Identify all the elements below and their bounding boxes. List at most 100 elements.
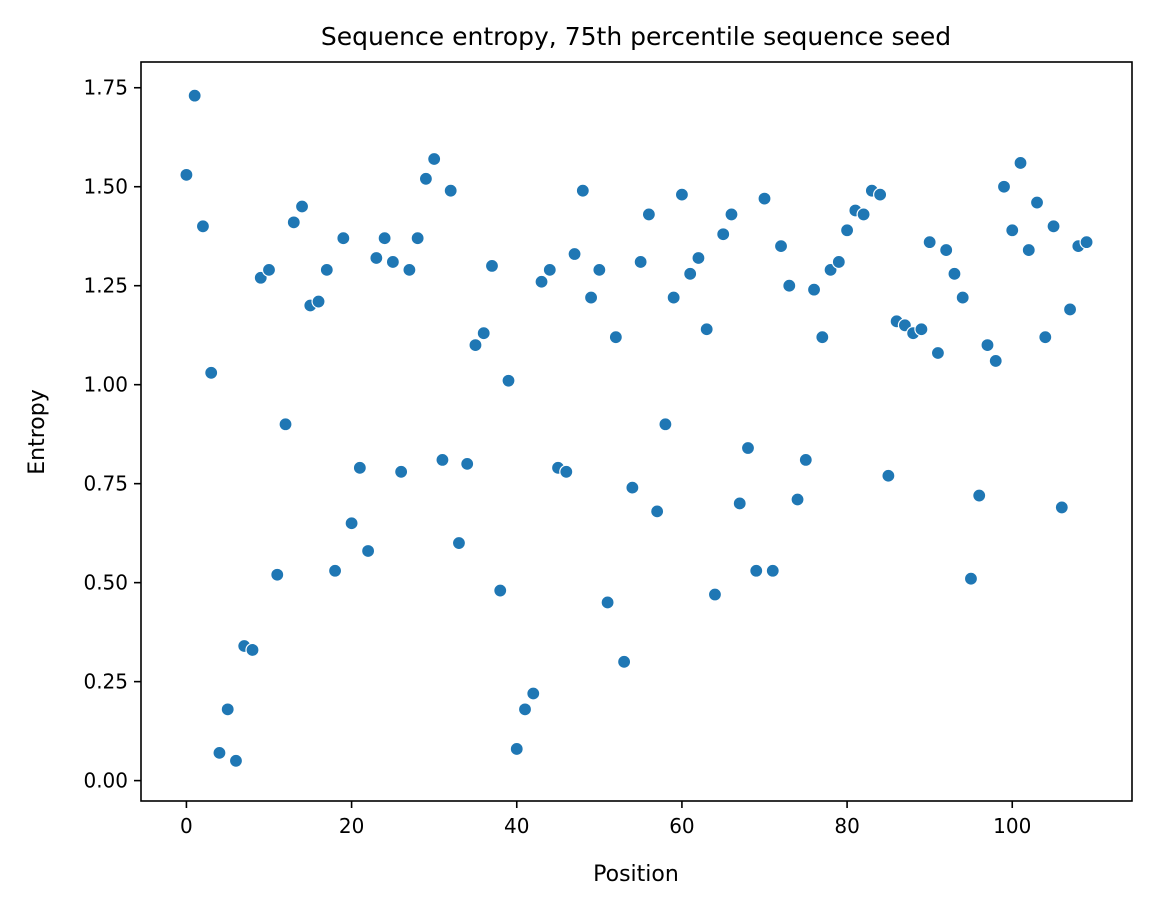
data-point <box>980 337 995 353</box>
data-point <box>476 326 491 341</box>
data-point <box>385 254 400 270</box>
data-point <box>559 464 574 479</box>
data-point <box>509 741 524 757</box>
y-tick-label: 1.25 <box>83 274 128 298</box>
data-point <box>1062 302 1078 317</box>
data-point <box>344 516 359 531</box>
data-point <box>765 563 780 578</box>
data-point <box>575 183 590 198</box>
y-tick-label: 1.00 <box>83 373 128 397</box>
data-point <box>839 223 855 238</box>
data-point <box>947 266 962 281</box>
x-axis-title: Position <box>593 862 679 887</box>
data-point <box>394 464 409 479</box>
x-axis: 0 20 40 60 80 100 <box>180 801 1031 838</box>
data-point <box>369 250 384 266</box>
data-point <box>996 179 1012 194</box>
chart-title: Sequence entropy, 75th percentile sequen… <box>321 22 951 51</box>
data-point <box>278 417 293 432</box>
data-point <box>319 262 334 277</box>
data-point <box>683 266 698 281</box>
data-point <box>608 330 623 345</box>
data-point <box>179 167 194 182</box>
data-point <box>881 468 896 483</box>
x-tick-label: 60 <box>669 814 694 838</box>
data-point <box>749 563 764 578</box>
data-point <box>1029 195 1045 210</box>
x-tick-label: 40 <box>504 814 529 838</box>
y-tick-label: 0.75 <box>83 472 128 496</box>
data-point <box>327 563 343 578</box>
data-point <box>790 492 805 507</box>
y-tick-label: 1.50 <box>83 175 128 199</box>
data-point <box>402 262 417 277</box>
y-tick-label: 0.25 <box>83 670 128 694</box>
data-point <box>484 258 500 273</box>
data-point <box>204 365 219 380</box>
x-tick-label: 100 <box>993 814 1031 838</box>
data-point <box>1038 330 1053 345</box>
data-point <box>228 753 244 768</box>
data-point <box>1079 235 1094 250</box>
plot-area <box>179 88 1094 768</box>
data-point <box>600 595 615 610</box>
data-point <box>501 373 516 388</box>
data-point <box>955 290 970 305</box>
data-point <box>294 199 310 214</box>
data-point <box>377 231 392 246</box>
data-point <box>641 207 656 222</box>
data-point <box>815 330 830 345</box>
x-tick-label: 0 <box>180 814 193 838</box>
data-point <box>716 227 731 242</box>
data-point <box>988 353 1003 369</box>
data-point <box>782 278 797 293</box>
data-point <box>187 88 202 103</box>
data-point <box>592 262 607 277</box>
data-point <box>831 254 846 270</box>
data-point <box>336 231 351 246</box>
data-point <box>526 686 541 701</box>
data-point <box>724 207 739 222</box>
data-point <box>352 460 367 475</box>
y-tick-label: 0.50 <box>83 571 128 595</box>
data-point <box>245 642 260 658</box>
data-point <box>583 290 599 305</box>
data-point <box>617 654 632 669</box>
data-point <box>468 337 483 353</box>
data-point <box>427 151 442 167</box>
data-point <box>732 496 747 511</box>
data-point <box>261 262 277 277</box>
data-point <box>542 262 557 277</box>
data-point <box>418 171 434 186</box>
y-axis-title: Entropy <box>25 389 50 474</box>
data-point <box>707 587 723 602</box>
data-point <box>451 535 467 551</box>
data-point <box>633 254 648 270</box>
data-point <box>410 231 425 246</box>
data-point <box>1005 223 1020 238</box>
data-point <box>963 571 979 586</box>
data-point <box>625 480 640 495</box>
data-point <box>195 219 211 234</box>
data-point <box>691 250 706 266</box>
data-point <box>930 345 946 361</box>
data-point <box>443 183 458 198</box>
data-point <box>972 488 987 503</box>
data-point <box>460 456 475 471</box>
data-point <box>361 543 376 559</box>
data-point <box>1013 155 1028 171</box>
data-point <box>286 215 301 230</box>
data-point <box>873 187 888 202</box>
x-tick-label: 80 <box>834 814 859 838</box>
data-point <box>493 583 508 598</box>
data-point <box>658 417 673 432</box>
data-point <box>666 290 681 305</box>
data-point <box>674 187 690 202</box>
data-point <box>1046 219 1061 234</box>
data-point <box>740 440 756 456</box>
data-point <box>534 274 549 289</box>
y-tick-label: 1.75 <box>83 76 128 100</box>
data-point <box>220 702 235 717</box>
